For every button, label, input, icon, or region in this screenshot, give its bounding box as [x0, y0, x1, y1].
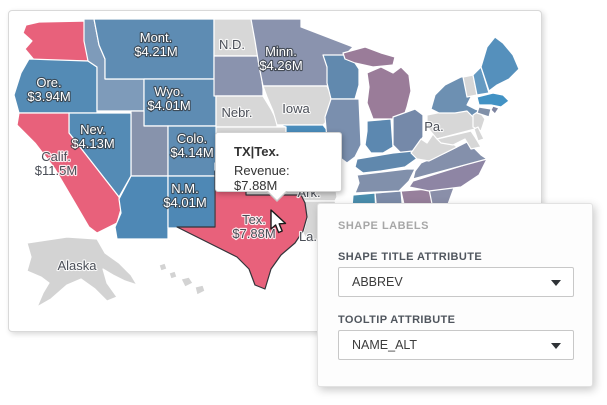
tooltip-attribute-label: TOOLTIP ATTRIBUTE [338, 314, 456, 326]
state-label-CO: Colo. $4.14M [170, 131, 213, 160]
state-label-LA: La. [299, 229, 317, 244]
cursor-icon [268, 209, 290, 240]
map-card: Ore. $3.94M Mont. $4.21M Wyo. $4.01M Colo. $4.1… [8, 10, 542, 332]
state-DE[interactable] [473, 126, 485, 142]
state-label-CA: Calif. $11.5M [35, 149, 77, 178]
state-label-ND: N.D. [219, 37, 245, 52]
state-MU[interactable] [342, 46, 396, 68]
state-label-AK: Alaska [57, 258, 97, 273]
shape-title-attribute-label: SHAPE TITLE ATTRIBUTE [338, 251, 483, 263]
shape-labels-panel: SHAPE LABELS SHAPE TITLE ATTRIBUTE ABBRE… [317, 203, 593, 387]
state-MD[interactable] [436, 130, 482, 150]
state-label-TX: Tex. $7.88M [232, 212, 275, 241]
chevron-down-icon [551, 343, 561, 349]
state-H2[interactable] [168, 270, 178, 280]
state-CA[interactable] [16, 112, 122, 234]
state-H4[interactable] [194, 284, 206, 296]
chevron-down-icon [551, 280, 561, 286]
state-label-IA: Iowa [282, 101, 310, 116]
shape-title-attribute-value: ABBREV [352, 275, 403, 289]
us-map: Ore. $3.94M Mont. $4.21M Wyo. $4.01M Colo. $4.1… [13, 18, 520, 308]
state-label-NV: Nev. $4.13M [71, 122, 114, 151]
state-label-NM: N.M. $4.01M [163, 181, 206, 210]
state-CT[interactable] [476, 106, 492, 118]
state-H1[interactable] [158, 262, 168, 272]
state-SD[interactable] [213, 55, 264, 97]
shape-title-attribute-select[interactable]: ABBREV [338, 267, 574, 297]
state-MA[interactable] [476, 92, 510, 108]
tooltip-attribute-select[interactable]: NAME_ALT [338, 330, 574, 360]
state-label-NE: Nebr. [221, 105, 252, 120]
state-H3[interactable] [180, 276, 194, 288]
state-KY[interactable] [354, 150, 420, 174]
state-label-MN: Minn. $4.26M [259, 44, 302, 73]
state-TN[interactable] [354, 168, 416, 194]
state-label-WY: Wyo. $4.01M [147, 84, 190, 113]
state-label-OR: Ore. $3.94M [27, 75, 70, 104]
map-tooltip: TX|Tex. Revenue: $7.88M [215, 132, 342, 202]
state-MI[interactable] [366, 66, 412, 120]
tooltip-value: Revenue: $7.88M [234, 163, 290, 193]
state-ME[interactable] [480, 36, 520, 92]
state-label-PA: Pa. [424, 119, 444, 134]
state-NH[interactable] [472, 66, 490, 96]
panel-section-title: SHAPE LABELS [338, 220, 429, 232]
state-WA[interactable] [22, 20, 89, 62]
state-IN[interactable] [364, 118, 394, 154]
tooltip-title: TX|Tex. [234, 144, 280, 159]
state-RI[interactable] [490, 105, 500, 115]
tooltip-attribute-value: NAME_ALT [352, 338, 418, 352]
state-AK[interactable] [26, 236, 138, 308]
state-label-MT: Mont. $4.21M [134, 30, 177, 59]
